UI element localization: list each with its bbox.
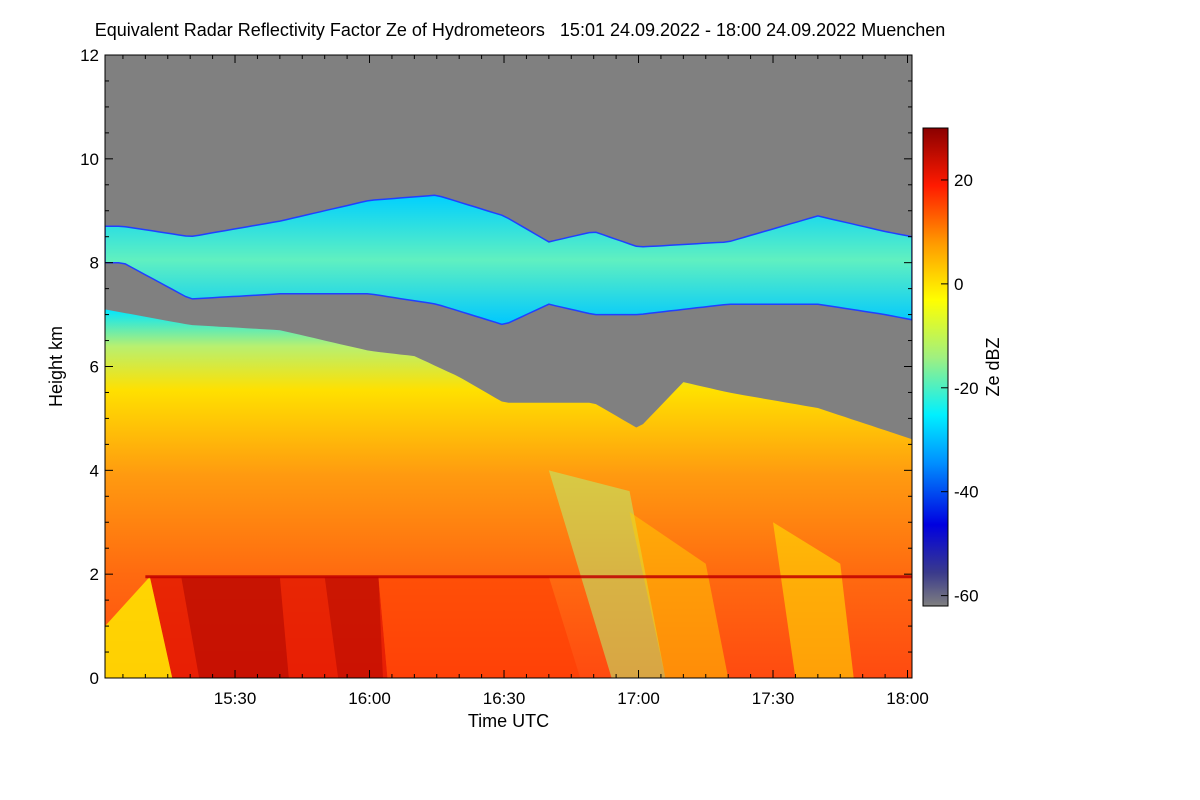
x-tick-label: 15:30 [214,689,257,708]
y-tick-label: 6 [90,358,99,377]
rain-core-band [181,576,289,678]
y-tick-label: 4 [90,461,99,480]
y-tick-label: 8 [90,254,99,273]
y-tick-label: 10 [80,150,99,169]
rain-edge-band [105,576,173,678]
colorbar-tick-label: -40 [954,483,979,502]
y-tick-label: 2 [90,565,99,584]
x-tick-label: 17:00 [617,689,660,708]
chart-period: 15:01 24.09.2022 - 18:00 24.09.2022 [559,20,857,40]
colorbar-tick-label: 20 [954,171,973,190]
rain-core-band [149,576,388,678]
x-tick-label: 17:30 [752,689,795,708]
colorbar-title: Ze dBZ [983,337,1003,396]
x-axis-title: Time UTC [468,711,549,731]
colorbar-tick-label: 0 [954,275,963,294]
x-tick-label: 16:30 [483,689,526,708]
colorbar [922,127,949,607]
x-tick-label: 18:00 [886,689,929,708]
y-tick-label: 12 [80,46,99,65]
y-axis-title: Height km [46,326,66,407]
weak-echo-band [773,522,854,678]
y-tick-label: 0 [90,669,99,688]
colorbar-tick-label: -20 [954,379,979,398]
upper-cloud-layer [105,194,912,326]
rain-core-band [324,576,383,678]
weak-echo-band [548,470,666,678]
chart-location: Muenchen [861,20,946,40]
colorbar-tick-label: -60 [954,587,979,606]
weak-echo-band [629,511,729,678]
chart-title: Equivalent Radar Reflectivity Factor Ze … [0,20,1040,41]
rain-band [378,576,581,678]
chart-title-text: Equivalent Radar Reflectivity Factor Ze … [94,20,545,40]
x-tick-label: 16:00 [348,689,391,708]
